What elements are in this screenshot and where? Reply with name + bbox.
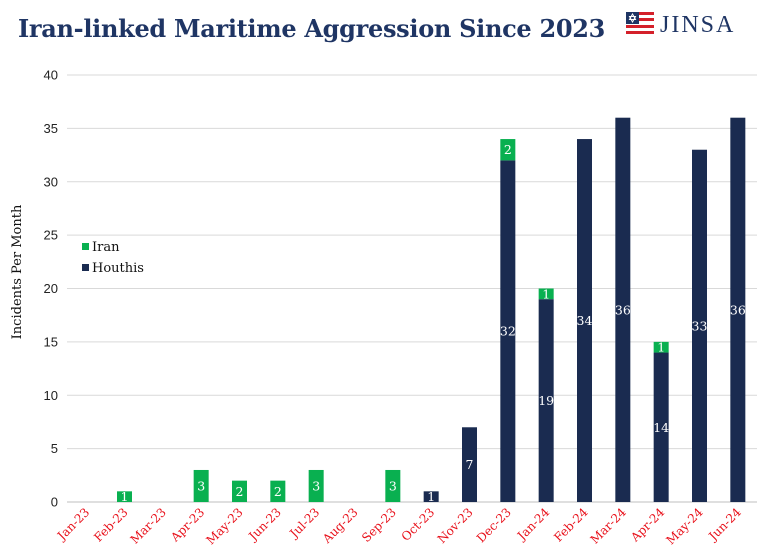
- bar-iran: [500, 139, 516, 161]
- bar-houthis: [500, 160, 516, 502]
- bar-label-iran: 1: [121, 489, 129, 504]
- bar-houthis: [692, 149, 707, 502]
- y-axis-ticks: 0 5 10 15 20 25 30 35 40: [44, 68, 58, 510]
- bar-label-houthis: 19: [538, 393, 554, 408]
- x-tick-label: Feb-23: [91, 505, 130, 544]
- x-tick-label: Apr-24: [627, 505, 667, 545]
- y-tick-label: 0: [51, 495, 58, 510]
- x-tick-label: May-24: [664, 505, 706, 547]
- bar-label-iran: 2: [274, 484, 282, 499]
- bar-iran: [193, 469, 209, 502]
- bar-label-iran: 2: [504, 142, 512, 157]
- bar-iran: [270, 480, 286, 502]
- bar-iran: [308, 469, 324, 502]
- jinsa-logo: JINSA: [626, 9, 735, 41]
- y-tick-label: 20: [44, 281, 58, 296]
- bar-label-iran: 3: [312, 478, 320, 493]
- y-tick-label: 30: [44, 174, 58, 189]
- x-tick-label: Nov-23: [435, 505, 476, 546]
- bar-label-houthis: 33: [692, 318, 708, 333]
- x-tick-label: Apr-23: [167, 505, 207, 545]
- bar-houthis: [653, 352, 669, 502]
- x-tick-label: Mar-23: [128, 505, 169, 546]
- bar-label-iran: 1: [657, 340, 665, 355]
- bar-iran: [385, 469, 401, 502]
- x-tick-label: Oct-23: [399, 505, 438, 544]
- bar-label-houthis: 14: [653, 420, 669, 435]
- legend-swatch: [82, 243, 89, 250]
- bar-label-iran: 3: [389, 478, 397, 493]
- chart-title: Iran-linked Maritime Aggression Since 20…: [18, 14, 606, 43]
- y-tick-label: 15: [44, 334, 58, 349]
- bar-label-iran: 3: [197, 478, 205, 493]
- bar-label-houthis: 36: [615, 302, 631, 317]
- bar-label-iran: 2: [236, 484, 244, 499]
- y-tick-label: 40: [44, 68, 58, 83]
- gridlines: [67, 74, 757, 503]
- logo-text: JINSA: [660, 11, 736, 38]
- flag-star-icon: [626, 12, 654, 38]
- bar-houthis: [538, 299, 554, 502]
- bar-iran: [538, 288, 554, 300]
- x-tick-label: Jun-24: [705, 505, 745, 545]
- legend-label: Iran: [92, 240, 120, 255]
- bar-label-iran: 1: [542, 286, 550, 301]
- bar-houthis: [730, 117, 746, 502]
- x-tick-label: Sep-23: [359, 505, 399, 545]
- y-tick-label: 25: [44, 228, 58, 243]
- y-axis-label: Incidents Per Month: [10, 204, 25, 339]
- x-tick-label: Feb-24: [551, 505, 591, 545]
- x-tick-label: Aug-23: [319, 505, 360, 546]
- x-tick-label: Dec-23: [474, 505, 514, 545]
- bar-label-houthis: 34: [577, 313, 593, 328]
- bar-label-houthis: 7: [466, 457, 474, 472]
- x-tick-label: Mar-24: [588, 505, 630, 547]
- bar-label-houthis: 1: [427, 489, 435, 504]
- bar-iran: [232, 480, 247, 502]
- x-tick-label: Jun-23: [245, 505, 284, 544]
- bar-houthis: [577, 139, 592, 503]
- legend-swatch: [82, 264, 89, 271]
- bar-label-houthis: 32: [500, 324, 516, 339]
- y-tick-label: 10: [44, 388, 58, 403]
- legend: Iran Houthis: [82, 240, 144, 276]
- x-tick-label: Jul-23: [286, 505, 323, 542]
- y-tick-label: 5: [51, 441, 58, 456]
- x-tick-label: May-23: [204, 505, 246, 547]
- bar-label-houthis: 36: [730, 302, 746, 317]
- legend-label: Houthis: [92, 261, 144, 276]
- bar-houthis: [462, 427, 477, 502]
- bar-houthis: [423, 491, 439, 502]
- x-tick-label: Jan-23: [53, 505, 92, 544]
- bar-iran: [117, 491, 132, 502]
- bar-houthis: [615, 117, 631, 502]
- x-tick-label: Jan-24: [513, 505, 552, 544]
- bar-iran: [653, 341, 669, 353]
- y-tick-label: 35: [44, 121, 58, 136]
